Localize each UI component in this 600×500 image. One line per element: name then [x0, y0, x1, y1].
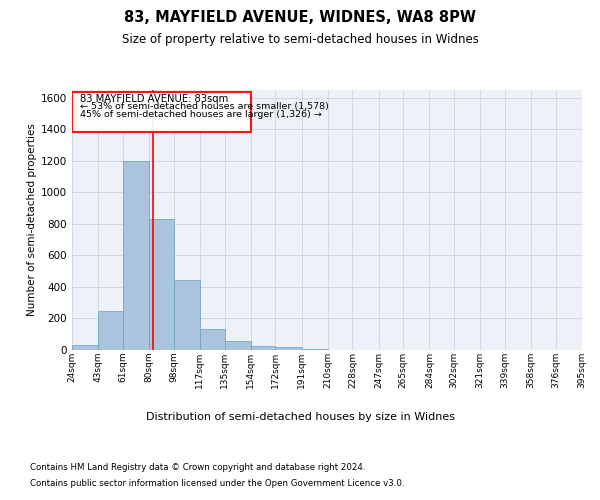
Text: Distribution of semi-detached houses by size in Widnes: Distribution of semi-detached houses by …: [146, 412, 455, 422]
Bar: [224, 340, 251, 350]
Bar: [149, 219, 174, 350]
Text: Size of property relative to semi-detached houses in Widnes: Size of property relative to semi-detach…: [122, 32, 478, 46]
Text: 83 MAYFIELD AVENUE: 83sqm: 83 MAYFIELD AVENUE: 83sqm: [80, 94, 229, 104]
Y-axis label: Number of semi-detached properties: Number of semi-detached properties: [27, 124, 37, 316]
Text: 45% of semi-detached houses are larger (1,326) →: 45% of semi-detached houses are larger (…: [80, 110, 322, 119]
Text: 83, MAYFIELD AVENUE, WIDNES, WA8 8PW: 83, MAYFIELD AVENUE, WIDNES, WA8 8PW: [124, 10, 476, 25]
Bar: [275, 347, 302, 350]
Bar: [174, 280, 200, 350]
Text: Contains public sector information licensed under the Open Government Licence v3: Contains public sector information licen…: [30, 479, 404, 488]
Text: ← 53% of semi-detached houses are smaller (1,578): ← 53% of semi-detached houses are smalle…: [80, 102, 329, 112]
Bar: [123, 161, 149, 350]
Bar: [302, 349, 328, 350]
Bar: [200, 328, 224, 350]
Bar: [72, 346, 98, 350]
Text: Contains HM Land Registry data © Crown copyright and database right 2024.: Contains HM Land Registry data © Crown c…: [30, 462, 365, 471]
Bar: [251, 346, 275, 350]
Bar: [72, 92, 251, 132]
Bar: [98, 310, 123, 350]
